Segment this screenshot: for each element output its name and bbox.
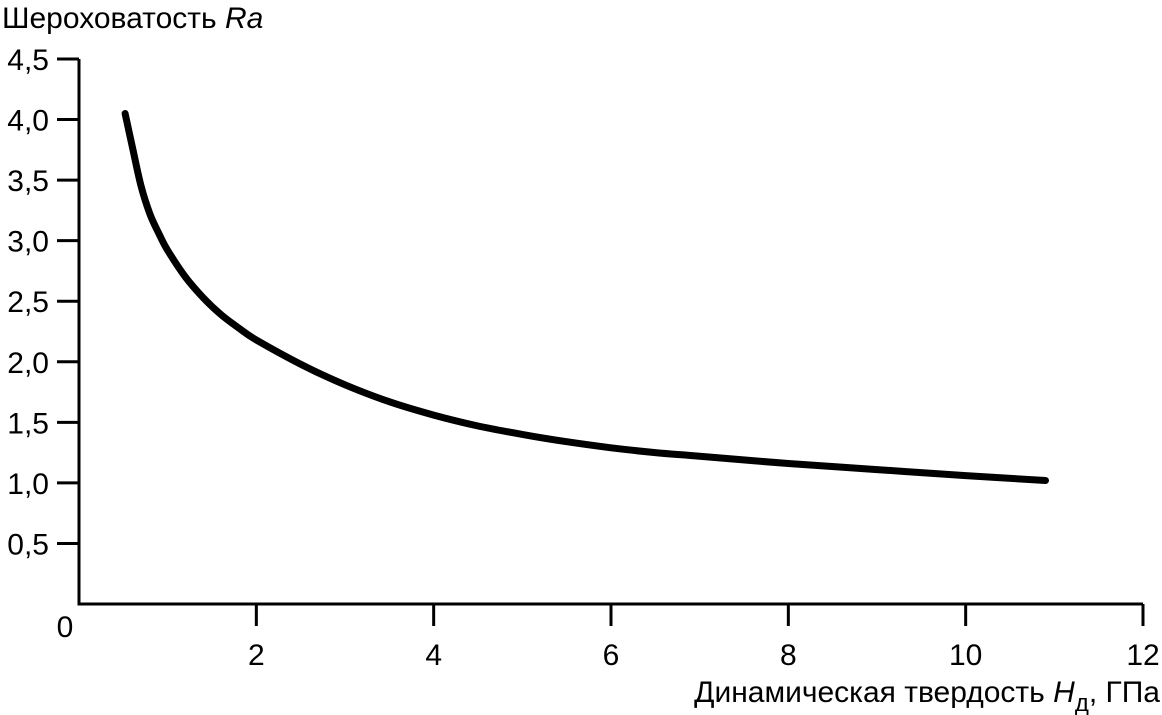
y-axis-label: Шероховатость Ra [2, 2, 263, 35]
x-tick-label: 4 [425, 639, 442, 672]
x-tick-label: 2 [248, 639, 265, 672]
y-tick-label: 4,5 [7, 44, 49, 77]
series-line [121, 110, 1049, 484]
y-tick-label: 1,0 [7, 468, 49, 501]
y-tick-label: 3,0 [7, 226, 49, 259]
y-tick-label: 2,5 [7, 286, 49, 319]
x-tick-label: 10 [949, 639, 982, 672]
y-tick-label: 4,0 [7, 105, 49, 138]
y-ticks: 0,5 1,0 1,5 2,0 2,5 3,0 3,5 4,0 4,5 [7, 44, 79, 561]
y-tick-label: 3,5 [7, 165, 49, 198]
y-axis-label-text: Шероховатость [2, 2, 225, 35]
x-tick-label: 12 [1126, 639, 1159, 672]
x-axis-label-suffix: , ГПа [1089, 676, 1160, 709]
y-axis-label-italic: Ra [225, 2, 263, 35]
x-axis-label: Динамическая твердость Hд, ГПа [694, 676, 1160, 715]
y-tick-label: 0,5 [7, 528, 49, 561]
x-axis-label-italic: H [1053, 676, 1075, 709]
x-tick-label: 6 [603, 639, 620, 672]
y-tick-label: 1,5 [7, 407, 49, 440]
x-ticks: 2 4 6 8 10 12 [248, 604, 1160, 672]
x-axis-label-text: Динамическая твердость [694, 676, 1053, 709]
axes [77, 59, 1143, 606]
x-axis-label-subscript: д [1075, 690, 1089, 715]
x-tick-label: 8 [780, 639, 797, 672]
y-tick-label: 2,0 [7, 347, 49, 380]
origin-label: 0 [57, 611, 74, 644]
